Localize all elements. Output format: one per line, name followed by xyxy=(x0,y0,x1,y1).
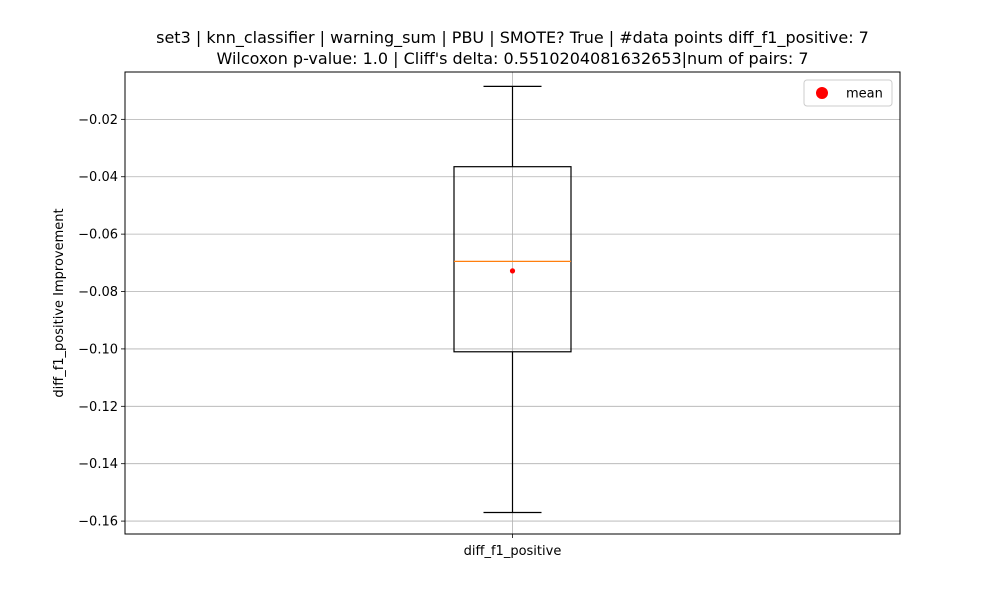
y-axis-label: diff_f1_positive Improvement xyxy=(52,208,67,397)
plot-frame xyxy=(124,71,901,535)
mean-marker xyxy=(509,268,516,274)
y-tick-label: −0.06 xyxy=(78,228,118,243)
chart-title-line-2: Wilcoxon p-value: 1.0 | Cliff's delta: 0… xyxy=(216,49,808,68)
x-tick-label: diff_f1_positive xyxy=(464,544,562,559)
y-tick-label: −0.04 xyxy=(78,170,118,185)
legend-label-mean: mean xyxy=(846,87,883,102)
y-tick-label: −0.12 xyxy=(78,400,118,415)
box-plot-diff-f1-positive xyxy=(453,85,572,514)
legend-frame xyxy=(803,79,893,107)
y-tick-label: −0.10 xyxy=(78,342,118,357)
interquartile-box xyxy=(453,166,572,353)
y-tick-label: −0.16 xyxy=(78,515,118,530)
y-tick-label: −0.08 xyxy=(78,285,118,300)
y-tick-label: −0.14 xyxy=(78,457,118,472)
legend-mean-marker xyxy=(816,87,828,99)
y-tick-label: −0.02 xyxy=(78,113,118,128)
chart-title-line-1: set3 | knn_classifier | warning_sum | PB… xyxy=(156,28,869,48)
legend: mean xyxy=(803,79,893,107)
plot-area: −0.02 −0.04 −0.06 −0.08 −0.10 −0.12 −0.14 −0.16… xyxy=(78,71,901,559)
